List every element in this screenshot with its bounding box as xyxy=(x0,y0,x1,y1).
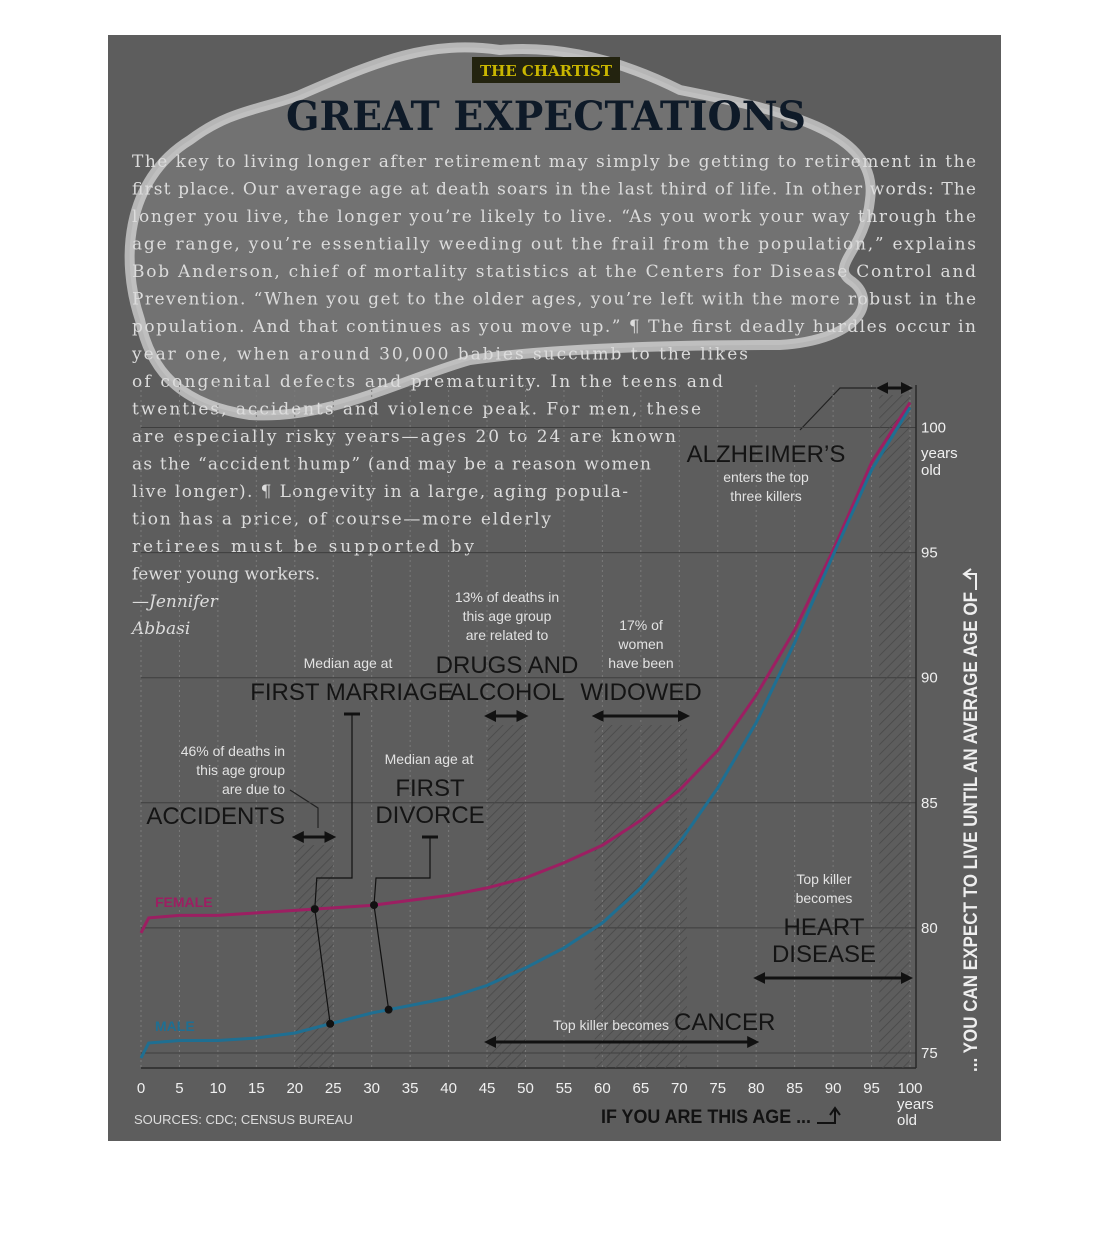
annotation-label: ALZHEIMER’S xyxy=(687,441,846,468)
annotation-label: FIRST MARRIAGE xyxy=(250,679,454,706)
x-tick-label: 55 xyxy=(556,1080,573,1097)
annotation-note: are related to xyxy=(466,627,549,643)
x-tick-label: 0 xyxy=(137,1080,145,1097)
x-tick-unit: years xyxy=(897,1096,934,1113)
annotation-label: WIDOWED xyxy=(580,679,701,706)
x-tick-label: 85 xyxy=(786,1080,803,1097)
leader-line xyxy=(373,837,431,1010)
x-tick-label: 80 xyxy=(748,1080,765,1097)
line-series xyxy=(139,406,912,1059)
x-tick-label: 65 xyxy=(633,1080,650,1097)
body-text: Bob Anderson, chief of mortality statist… xyxy=(132,262,976,282)
annotation-note: Top killer becomes xyxy=(553,1017,669,1033)
y-tick-label: 100 xyxy=(921,420,946,437)
x-tick-label: 95 xyxy=(863,1080,880,1097)
hatched-band xyxy=(487,725,526,1068)
y-arrow xyxy=(962,568,977,590)
x-arrow xyxy=(817,1106,841,1124)
annotation-note: this age group xyxy=(463,608,552,624)
body-text: live longer). ¶ Longevity in a large, ag… xyxy=(132,482,628,502)
annotation-note: Median age at xyxy=(385,751,474,767)
hatched-band xyxy=(594,725,687,1068)
event-dot xyxy=(326,1019,335,1028)
annotation-label: DRUGS AND xyxy=(436,652,579,679)
annotation-label: DISEASE xyxy=(772,941,876,968)
series-label: FEMALE xyxy=(155,894,213,910)
event-dot xyxy=(384,1005,393,1014)
leader-line xyxy=(314,714,353,1024)
x-tick-label: 15 xyxy=(248,1080,265,1097)
annotation-note: women xyxy=(617,636,663,652)
body-text: of congenital defects and prematurity. I… xyxy=(132,372,723,392)
body-text: tion has a price, of course—more elderly xyxy=(132,510,551,530)
event-dot xyxy=(310,905,319,914)
x-tick-label: 75 xyxy=(709,1080,726,1097)
y-tick-unit: old xyxy=(921,462,941,479)
x-tick-label: 5 xyxy=(175,1080,183,1097)
annotation-note: Top killer xyxy=(796,871,852,887)
y-tick-label: 80 xyxy=(921,920,938,937)
annotation-note: are due to xyxy=(222,781,285,797)
x-tick-label: 90 xyxy=(825,1080,842,1097)
body-text: The key to living longer after retiremen… xyxy=(132,152,976,172)
annotation-note: becomes xyxy=(796,890,853,906)
event-dot xyxy=(370,901,379,910)
y-tick-unit: years xyxy=(921,445,958,462)
body-text: twenties, accidents and violence peak. F… xyxy=(132,400,701,420)
body-text: as the “accident hump” (and may be a rea… xyxy=(132,455,651,475)
series-label: MALE xyxy=(155,1018,195,1034)
byline: —Jennifer xyxy=(132,592,219,612)
source: SOURCES: CDC; CENSUS BUREAU xyxy=(134,1112,353,1127)
x-tick-label: 45 xyxy=(479,1080,496,1097)
hatched-band xyxy=(879,395,910,1068)
annotation-note: enters the top xyxy=(723,469,809,485)
annotation-note: 17% of xyxy=(619,617,663,633)
annotation-note: this age group xyxy=(196,762,285,778)
body-text: fewer young workers. xyxy=(132,565,320,585)
annotation-label: DIVORCE xyxy=(375,802,484,829)
y-tick-label: 95 xyxy=(921,545,938,562)
x-tick-label: 20 xyxy=(286,1080,303,1097)
annotation-note: three killers xyxy=(730,488,802,504)
leader-line xyxy=(799,387,876,431)
x-tick-unit: old xyxy=(897,1112,917,1129)
y-tick-label: 90 xyxy=(921,670,938,687)
x-axis-title: IF YOU ARE THIS AGE ... xyxy=(601,1107,811,1128)
y-axis-title: ... YOU CAN EXPECT TO LIVE UNTIL AN AVER… xyxy=(961,592,982,1072)
x-tick-label: 100 xyxy=(897,1080,922,1097)
body-text: population. And that continues as you mo… xyxy=(132,317,976,337)
title: GREAT EXPECTATIONS xyxy=(286,93,806,140)
x-tick-label: 50 xyxy=(517,1080,534,1097)
x-tick-label: 60 xyxy=(594,1080,611,1097)
annotation-note: Median age at xyxy=(304,655,393,671)
x-tick-label: 30 xyxy=(363,1080,380,1097)
body-text: year one, when around 30,000 babies succ… xyxy=(131,345,748,365)
x-tick-label: 10 xyxy=(210,1080,227,1097)
y-tick-label: 75 xyxy=(921,1045,938,1062)
annotation-label: FIRST xyxy=(395,775,465,802)
annotation-note: have been xyxy=(608,655,673,671)
annotation-label: ALCOHOL xyxy=(450,679,565,706)
annotation-note: 13% of deaths in xyxy=(455,589,559,605)
x-tick-label: 40 xyxy=(440,1080,457,1097)
body-text: first place. Our average age at death so… xyxy=(132,180,976,200)
body-text: are especially risky years—ages 20 to 24… xyxy=(132,427,676,447)
annotation-label: ACCIDENTS xyxy=(146,803,285,830)
x-tick-label: 70 xyxy=(671,1080,688,1097)
kicker-box xyxy=(472,57,620,83)
x-tick-label: 25 xyxy=(325,1080,342,1097)
annotation-note: 46% of deaths in xyxy=(181,743,285,759)
byline: Abbasi xyxy=(130,619,190,639)
kicker: THE CHARTIST xyxy=(480,62,613,80)
annotation-label: CANCER xyxy=(674,1009,775,1036)
annotation-label: HEART xyxy=(784,914,865,941)
line-series xyxy=(139,401,912,934)
x-tick-label: 35 xyxy=(402,1080,419,1097)
leader-line xyxy=(289,789,319,828)
y-tick-label: 85 xyxy=(921,795,938,812)
